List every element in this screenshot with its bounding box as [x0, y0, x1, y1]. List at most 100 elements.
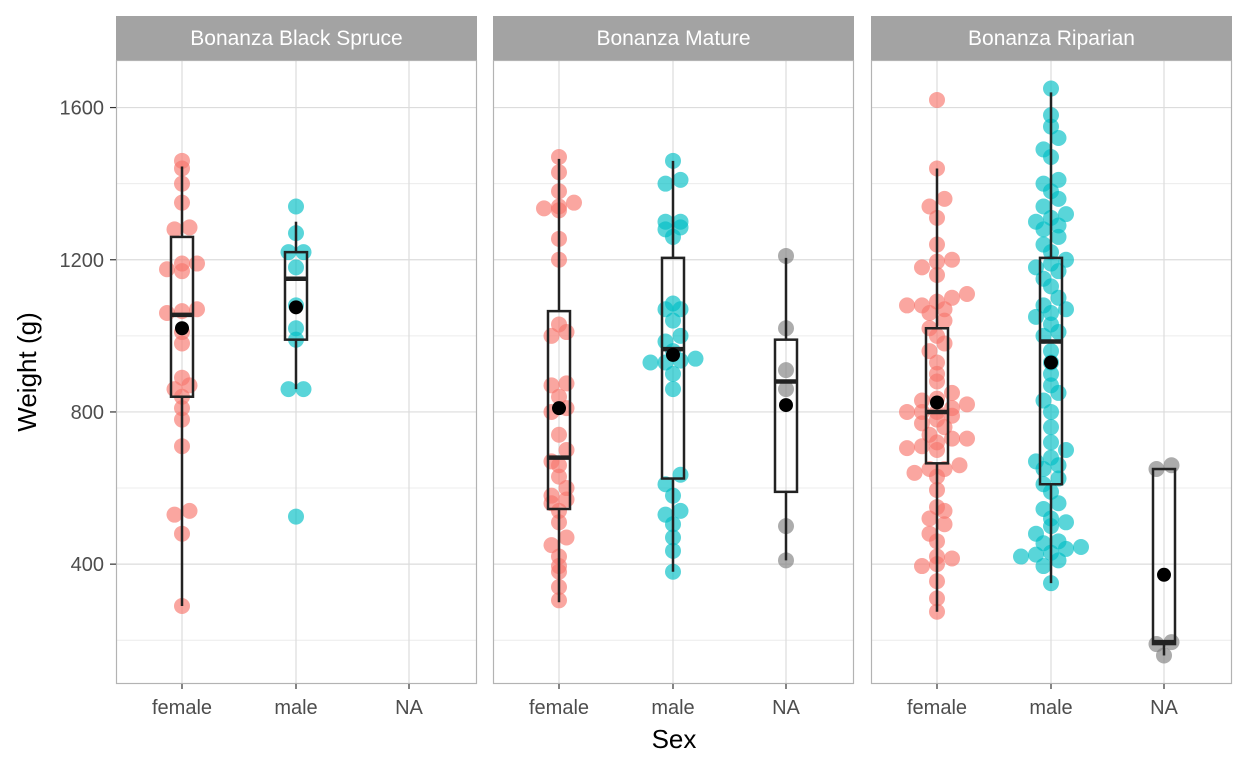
data-point: [551, 388, 567, 405]
data-point: [1043, 278, 1059, 295]
group-NA: [773, 247, 799, 569]
data-point: [921, 510, 938, 527]
data-point: [1043, 80, 1059, 97]
data-point: [1043, 365, 1059, 382]
x-tick-label: female: [529, 697, 589, 719]
data-point: [1035, 198, 1052, 215]
x-tick-label: NA: [772, 697, 800, 719]
group-male: [642, 152, 704, 580]
data-point: [672, 171, 689, 188]
data-point: [778, 381, 794, 398]
data-point: [1035, 558, 1052, 575]
data-point: [551, 149, 567, 166]
facet-strip-label: Bonanza Mature: [596, 27, 750, 50]
data-point: [551, 457, 567, 474]
group-male: [1013, 80, 1089, 592]
facet-panel: Bonanza Mature female male NA: [492, 16, 855, 719]
data-point: [672, 466, 689, 483]
data-point: [959, 396, 975, 413]
data-point: [1050, 171, 1067, 188]
data-point: [1043, 403, 1059, 420]
data-point: [1050, 495, 1067, 512]
data-point: [558, 324, 575, 341]
data-point: [944, 251, 960, 268]
data-point: [288, 508, 304, 525]
data-point: [1163, 457, 1180, 474]
data-point: [1028, 308, 1044, 325]
data-point: [959, 286, 975, 302]
data-point: [1058, 442, 1074, 458]
x-tick-label: female: [152, 697, 212, 719]
box: [1038, 256, 1064, 486]
y-axis: 400 800 1200 1600: [60, 98, 116, 576]
data-point: [687, 350, 704, 367]
data-point: [929, 354, 945, 371]
group-female: [899, 91, 975, 620]
data-point: [1050, 552, 1067, 569]
data-point: [936, 190, 953, 207]
data-point: [665, 365, 681, 382]
mean-point: [930, 395, 944, 410]
data-point: [280, 381, 297, 398]
data-point: [936, 312, 953, 329]
data-point: [288, 259, 304, 276]
box: [773, 338, 799, 494]
panel-border: [870, 59, 1233, 685]
data-point: [778, 247, 794, 264]
data-point: [1050, 130, 1067, 146]
data-point: [166, 506, 183, 523]
data-point: [921, 198, 938, 215]
data-point: [1028, 546, 1044, 563]
data-point: [536, 200, 552, 217]
data-point: [936, 516, 953, 533]
x-tick-label: male: [651, 697, 694, 719]
box: [283, 250, 309, 341]
y-tick-label: 1600: [60, 98, 105, 120]
panel-border: [115, 59, 478, 685]
box: [660, 256, 686, 480]
data-point: [1050, 263, 1067, 280]
data-point: [951, 457, 968, 474]
facet-strip: [116, 16, 477, 60]
data-point: [288, 198, 304, 215]
data-point: [914, 259, 930, 276]
x-tick-label: NA: [395, 697, 423, 719]
data-point: [1050, 217, 1067, 234]
group-female: [159, 152, 205, 614]
data-point: [1050, 324, 1067, 341]
group-female: [536, 149, 582, 609]
y-tick-label: 400: [71, 554, 104, 576]
data-point: [936, 335, 953, 352]
data-point: [899, 403, 915, 420]
data-point: [899, 440, 915, 457]
x-tick-label: NA: [1150, 697, 1178, 719]
data-point: [936, 301, 953, 318]
y-tick-label: 800: [71, 402, 104, 424]
data-point: [1035, 221, 1052, 238]
mean-point: [289, 300, 303, 315]
box: [924, 326, 950, 465]
data-point: [672, 327, 689, 344]
data-point: [159, 261, 175, 278]
facet-strip: [493, 16, 854, 60]
data-point: [642, 354, 659, 371]
data-point: [543, 537, 560, 554]
data-point: [295, 381, 312, 398]
data-point: [944, 289, 960, 306]
data-point: [929, 442, 945, 458]
group-NA: [1148, 457, 1180, 664]
data-point: [906, 464, 923, 481]
data-point: [174, 335, 190, 352]
data-point: [914, 438, 930, 455]
data-point: [944, 384, 960, 401]
data-point: [543, 327, 560, 344]
data-point: [921, 305, 938, 322]
facet-panel: Bonanza Black Spruce female male NA: [115, 16, 478, 719]
data-point: [1073, 539, 1089, 556]
data-point: [1043, 343, 1059, 360]
data-point: [288, 320, 304, 337]
facet-panel: Bonanza Riparian female male NA: [870, 16, 1233, 719]
data-point: [899, 297, 915, 314]
